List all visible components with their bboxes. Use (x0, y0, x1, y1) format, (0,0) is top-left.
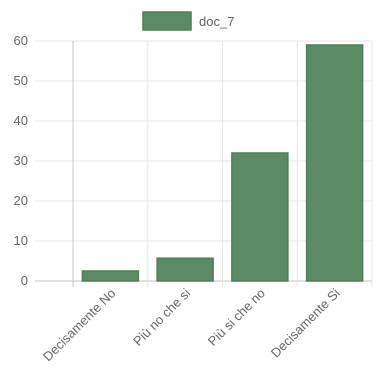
y-tick-label: 0 (21, 273, 28, 288)
x-tick-label: Più si che no (205, 286, 268, 349)
x-tick-label: Decisamente Si (268, 285, 343, 360)
y-axis: 0 10 20 30 40 50 60 (14, 33, 28, 288)
bars (81, 44, 364, 282)
legend[interactable]: doc_7 (142, 11, 234, 31)
y-tick-label: 20 (14, 193, 28, 208)
y-tick-label: 60 (14, 33, 28, 48)
legend-label-doc-7: doc_7 (199, 14, 234, 29)
y-tick-label: 30 (14, 153, 28, 168)
x-tick-label: Decisamente No (40, 286, 119, 365)
y-tick-label: 40 (14, 113, 28, 128)
gridlines (35, 40, 373, 287)
bar-pi-si-che-no[interactable] (231, 152, 289, 282)
bar-decisamente-si[interactable] (305, 44, 364, 282)
x-tick-label: Più no che si (130, 285, 193, 348)
legend-swatch-doc-7 (142, 11, 192, 31)
y-tick-label: 10 (14, 233, 28, 248)
y-tick-label: 50 (14, 73, 28, 88)
x-axis: Decisamente No Più no che si Più si che no… (40, 285, 343, 364)
bar-decisamente-no[interactable] (81, 270, 140, 282)
bar-pi-no-che-si[interactable] (156, 257, 214, 282)
